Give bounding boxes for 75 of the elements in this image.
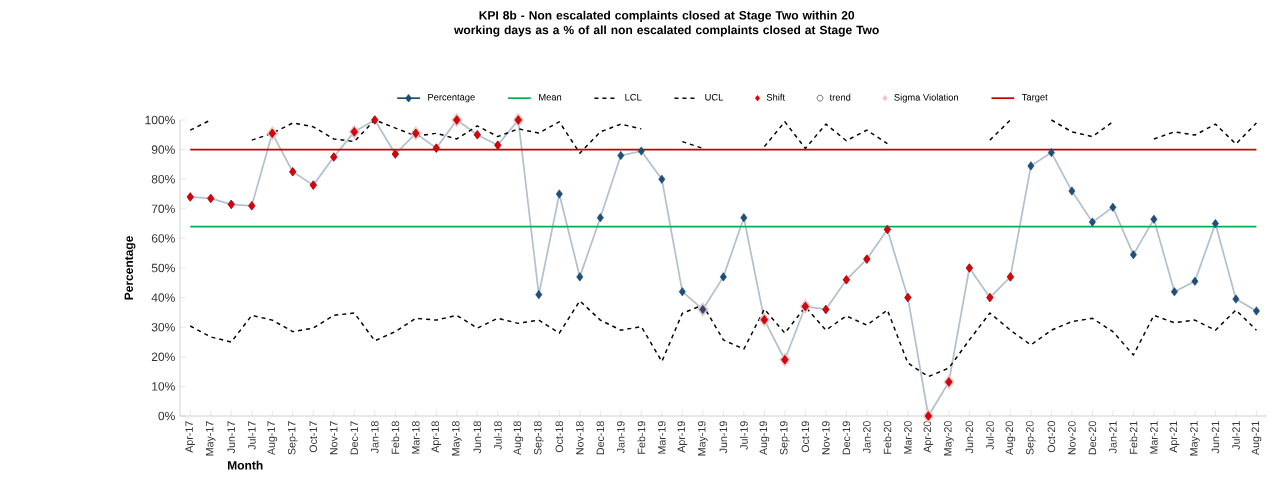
x-tick-label: Dec-18 <box>596 421 605 455</box>
x-tick-label: Apr-20 <box>923 421 934 453</box>
x-tick-label: Jun-19 <box>719 421 728 454</box>
y-tick-label: 40% <box>151 293 175 302</box>
x-tick-label: Jul-20 <box>985 421 994 450</box>
legend-label: Sigma Violation <box>894 93 958 103</box>
x-tick-label: Nov-18 <box>576 421 584 455</box>
legend-label: Shift <box>766 93 785 101</box>
x-tick-label: Oct-20 <box>1047 421 1056 453</box>
x-tick-label: Jan-18 <box>371 421 379 454</box>
x-tick-label: May-20 <box>944 421 954 456</box>
x-tick-label: Apr-21 <box>1169 421 1180 453</box>
x-tick-label: Apr-18 <box>431 421 442 453</box>
x-tick-label: Dec-20 <box>1088 421 1097 455</box>
x-tick-label: Jul-17 <box>247 421 256 450</box>
y-tick-label: 20% <box>151 352 175 362</box>
x-tick-label: Sep-17 <box>287 421 298 455</box>
legend-label: Percentage <box>428 93 475 103</box>
x-tick-label: May-19 <box>698 421 708 456</box>
x-tick-label: Jul-18 <box>493 421 502 450</box>
legend-label: UCL <box>705 93 723 101</box>
x-tick-label: Apr-17 <box>185 421 196 453</box>
legend-label: Mean <box>539 93 562 101</box>
x-tick-label: Nov-19 <box>822 421 830 455</box>
x-tick-label: Dec-17 <box>350 421 358 455</box>
x-tick-label: Dec-19 <box>842 421 851 455</box>
legend-label: trend <box>829 93 851 101</box>
y-tick-label: 0% <box>158 411 175 421</box>
x-tick-label: Aug-21 <box>1251 421 1262 456</box>
x-tick-label: Jun-20 <box>965 421 974 454</box>
x-tick-label: Feb-18 <box>391 421 400 454</box>
y-axis-title: Percentage <box>124 236 136 300</box>
chart-title: KPI 8b - Non escalated complaints closed at Stage Two within 20 working days as a % of all non escalated complaints closed at Stage Two <box>454 10 879 37</box>
x-tick-label: Aug-20 <box>1005 421 1016 456</box>
legend-label: Target <box>1021 93 1048 103</box>
x-tick-label: Feb-20 <box>883 421 892 454</box>
x-tick-label: Mar-20 <box>904 421 912 454</box>
y-tick-label: 30% <box>151 322 175 332</box>
x-tick-label: Aug-19 <box>759 421 770 456</box>
x-tick-label: Oct-19 <box>801 421 810 453</box>
x-tick-label: Sep-19 <box>780 421 790 455</box>
x-tick-label: Mar-19 <box>658 421 666 454</box>
y-tick-label: 10% <box>152 382 175 391</box>
x-tick-label: Jan-19 <box>617 421 625 454</box>
x-tick-label: Jul-19 <box>739 421 748 450</box>
x-tick-label: May-17 <box>205 421 216 456</box>
x-tick-label: Mar-21 <box>1150 421 1158 454</box>
x-tick-label: Aug-17 <box>267 421 278 456</box>
x-tick-label: Feb-19 <box>637 421 646 454</box>
y-tick-label: 70% <box>151 204 175 214</box>
x-tick-label: Jan-20 <box>863 421 871 454</box>
y-tick-label: 80% <box>151 174 175 184</box>
x-tick-label: Nov-17 <box>330 421 338 455</box>
y-tick-label: 90% <box>151 145 175 154</box>
x-tick-label: Sep-18 <box>533 421 544 455</box>
x-tick-label: Mar-18 <box>412 421 420 454</box>
legend-label: LCL <box>625 93 642 101</box>
x-tick-label: Oct-17 <box>309 421 318 453</box>
y-tick-label: 50% <box>151 263 175 273</box>
y-tick-label: 100% <box>145 115 175 125</box>
x-tick-label: Jun-21 <box>1211 421 1220 454</box>
x-tick-label: Aug-18 <box>513 421 524 456</box>
x-tick-label: Sep-20 <box>1026 421 1036 455</box>
x-tick-label: Jul-21 <box>1231 421 1240 450</box>
x-tick-label: Feb-21 <box>1129 421 1138 454</box>
x-tick-label: Apr-19 <box>677 421 688 453</box>
x-tick-label: Jun-17 <box>227 421 235 454</box>
x-tick-label: Oct-18 <box>555 421 564 453</box>
y-tick-label: 60% <box>151 234 175 243</box>
x-tick-label: Nov-20 <box>1068 421 1076 455</box>
x-tick-label: Jan-21 <box>1109 421 1117 454</box>
x-tick-label: May-21 <box>1190 421 1200 456</box>
x-tick-label: May-18 <box>451 421 462 456</box>
x-axis-title: Month <box>228 460 263 470</box>
x-tick-label: Jun-18 <box>473 421 482 454</box>
